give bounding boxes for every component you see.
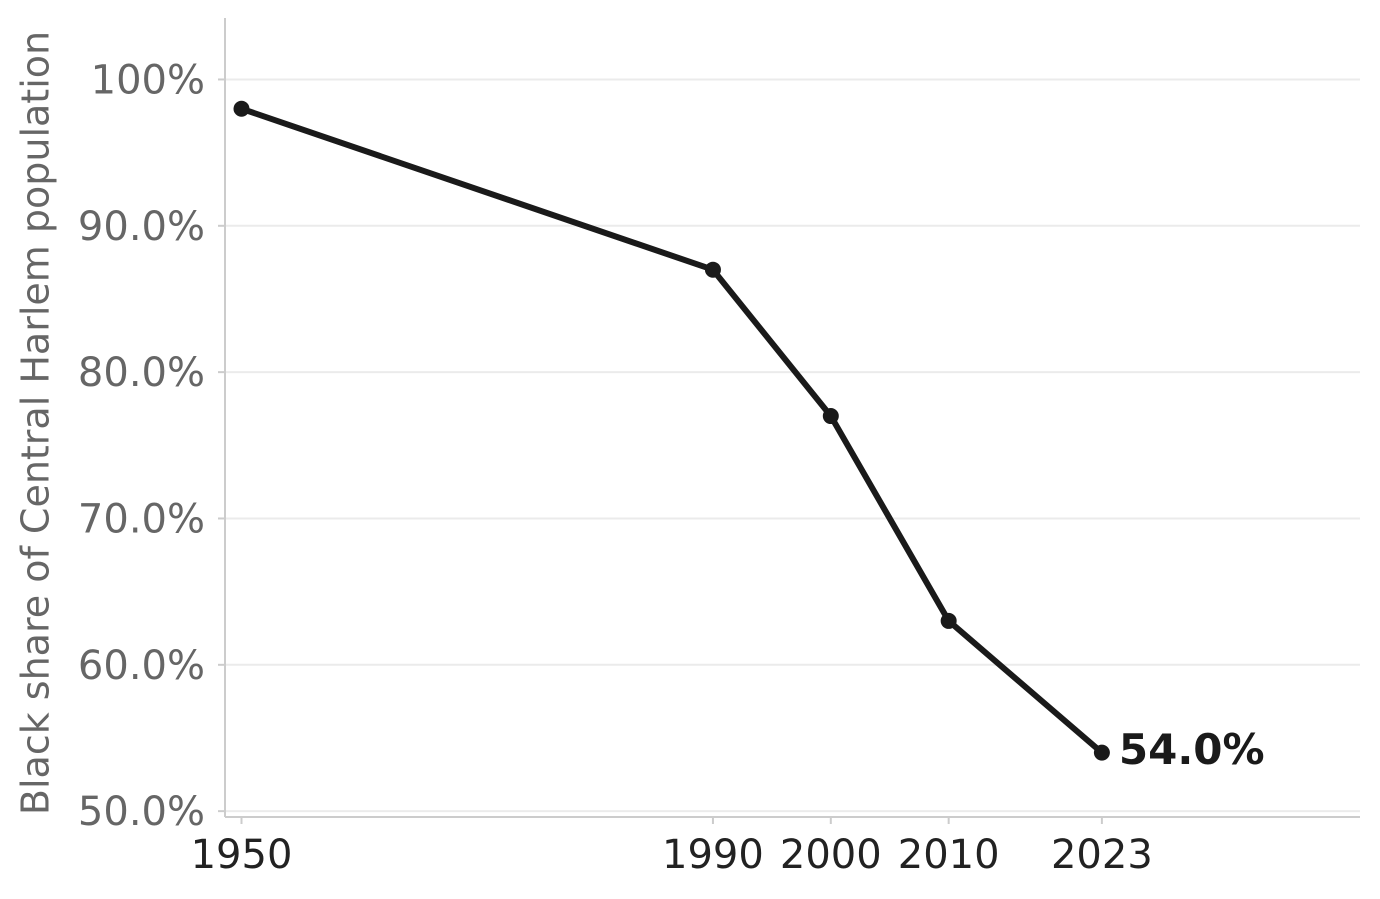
data-label: 54.0% bbox=[1119, 725, 1265, 774]
y-tick-label: 60.0% bbox=[78, 643, 205, 689]
y-tick-label: 90.0% bbox=[78, 204, 205, 250]
y-tick-label: 50.0% bbox=[78, 789, 205, 835]
y-tick-label: 70.0% bbox=[78, 496, 205, 542]
x-tick-label: 1990 bbox=[662, 832, 764, 878]
point bbox=[940, 612, 957, 629]
point bbox=[822, 408, 839, 425]
line bbox=[240, 105, 1104, 755]
x-tick-label: 2010 bbox=[898, 832, 1000, 878]
y-tick-label: 80.0% bbox=[78, 350, 205, 396]
y-tick-label: 100% bbox=[91, 57, 205, 103]
point bbox=[1093, 744, 1110, 761]
y-axis-label: Black share of Central Harlem population bbox=[14, 31, 58, 815]
point bbox=[233, 100, 250, 117]
x-tick-label: 2000 bbox=[780, 832, 882, 878]
x-tick-label: 1950 bbox=[191, 832, 293, 878]
x-tick-label: 2023 bbox=[1051, 832, 1153, 878]
point bbox=[704, 261, 721, 278]
